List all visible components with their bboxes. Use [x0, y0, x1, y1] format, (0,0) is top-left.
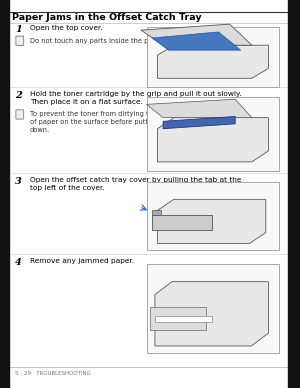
- Bar: [147, 27, 279, 87]
- Polygon shape: [163, 116, 235, 129]
- Polygon shape: [141, 24, 252, 45]
- Text: 5 - 29   TROUBLESHOOTING: 5 - 29 TROUBLESHOOTING: [15, 371, 91, 376]
- Text: Paper Jams in the Offset Catch Tray: Paper Jams in the Offset Catch Tray: [12, 12, 202, 22]
- Bar: [147, 97, 279, 171]
- Polygon shape: [152, 215, 212, 230]
- Bar: [288, 0, 300, 388]
- FancyBboxPatch shape: [16, 36, 24, 45]
- FancyBboxPatch shape: [16, 110, 24, 119]
- Bar: [147, 264, 279, 353]
- Bar: [152, 210, 161, 215]
- Bar: [0, 0, 9, 388]
- Polygon shape: [150, 307, 206, 330]
- Text: Tab: Tab: [153, 210, 160, 215]
- Polygon shape: [158, 45, 268, 78]
- Text: Hold the toner cartridge by the grip and pull it out slowly.
Then place it on a : Hold the toner cartridge by the grip and…: [30, 91, 242, 105]
- Polygon shape: [155, 282, 268, 346]
- Text: 4: 4: [15, 258, 22, 267]
- Bar: [147, 182, 279, 250]
- Text: 3: 3: [15, 177, 22, 185]
- Text: Open the top cover.: Open the top cover.: [30, 25, 103, 31]
- Polygon shape: [146, 99, 252, 118]
- Text: 2: 2: [15, 91, 22, 100]
- Polygon shape: [155, 316, 212, 322]
- Text: 1: 1: [15, 25, 22, 34]
- Polygon shape: [158, 199, 266, 244]
- Text: Open the offset catch tray cover by pulling the tab at the
top left of the cover: Open the offset catch tray cover by pull…: [30, 177, 242, 191]
- Text: Do not touch any parts inside the printer.: Do not touch any parts inside the printe…: [30, 38, 168, 43]
- Text: To prevent the toner from dirtying the surface, lay a piece
of paper on the surf: To prevent the toner from dirtying the s…: [30, 111, 224, 133]
- Polygon shape: [158, 118, 268, 162]
- Polygon shape: [152, 32, 241, 50]
- Text: Remove any jammed paper.: Remove any jammed paper.: [30, 258, 134, 264]
